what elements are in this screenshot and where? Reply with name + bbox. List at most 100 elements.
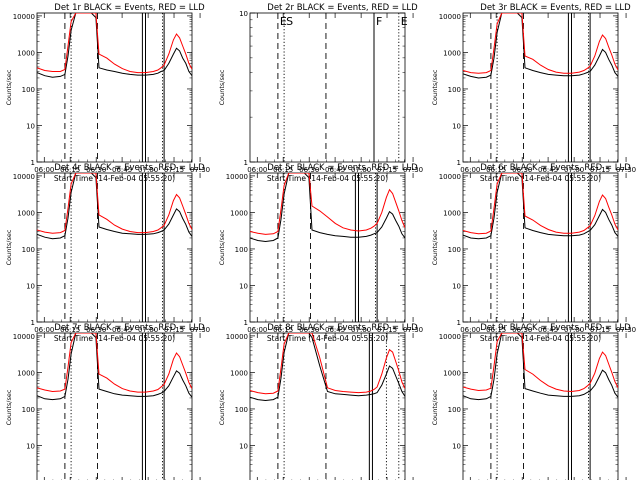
plot-frame (36, 172, 193, 323)
x-tick-label: 07:00 (351, 326, 371, 334)
x-tick-label: 06:30 (86, 326, 106, 334)
y-tick-label: 10000 (13, 333, 35, 341)
y-tick-label: 100 (448, 246, 461, 254)
x-tick-label: 06:00 (34, 166, 54, 174)
y-axis-label: Counts/sec (431, 389, 439, 425)
x-axis-label: Start Time (14-Feb-04 05:55:20) (480, 174, 601, 183)
event-marker-label: E (401, 15, 408, 28)
y-axis-label: Counts/sec (218, 69, 226, 105)
panel-title: Det 5r BLACK = Events, RED = LLD (267, 163, 418, 173)
y-tick-label: 1000 (443, 209, 461, 217)
panel-2: Det 2r BLACK = Events, RED = LLD 1 10 06:00… (218, 3, 423, 183)
panel-title: Det 4r BLACK = Events, RED = LLD (54, 163, 205, 173)
x-tick-label: 06:15 (273, 166, 293, 174)
panel-title: Det 6r BLACK = Events, RED = LLD (480, 163, 631, 173)
x-tick-label: 07:15 (164, 166, 184, 174)
series-lld-line (463, 173, 618, 235)
event-marker-label: F (376, 15, 382, 28)
y-axis-label: Counts/sec (431, 69, 439, 105)
y-tick-label: 10 (452, 282, 461, 290)
y-tick-label: 1000 (17, 209, 35, 217)
y-tick-label: 10000 (226, 173, 248, 181)
x-tick-label: 07:00 (564, 326, 584, 334)
y-tick-label: 100 (448, 86, 461, 94)
x-tick-label: 06:45 (112, 326, 132, 334)
series-lld-line (250, 173, 405, 235)
y-tick-label: 10000 (226, 333, 248, 341)
x-tick-label: 06:15 (273, 326, 293, 334)
plot-frame (36, 332, 193, 483)
panel-1: Det 1r BLACK = Events, RED = LLD 1 10 100 10… (5, 3, 210, 183)
panel-title: Det 2r BLACK = Events, RED = LLD (267, 3, 418, 13)
y-tick-label: 1000 (230, 209, 248, 217)
x-tick-label: 07:00 (351, 166, 371, 174)
x-tick-label: 06:00 (34, 326, 54, 334)
plot-frame (462, 172, 619, 323)
x-axis-label: Start Time (14-Feb-04 05:55:20) (267, 174, 388, 183)
plot-frame (462, 12, 619, 163)
y-tick-label: 10000 (439, 173, 461, 181)
y-axis-label: Counts/sec (5, 229, 13, 265)
panel-9: Det 9r BLACK = Events, RED = LLD11010010… (431, 323, 631, 485)
y-tick-label: 10 (452, 442, 461, 450)
y-tick-label: 10 (26, 282, 35, 290)
series-lld-line (250, 333, 405, 395)
x-tick-label: 07:15 (377, 166, 397, 174)
plot-frame (249, 332, 406, 483)
x-tick-label: 06:15 (486, 166, 506, 174)
y-tick-label: 1000 (17, 49, 35, 57)
series-events-line (37, 173, 192, 240)
series-events-line (250, 333, 405, 402)
y-tick-label: 10 (239, 10, 248, 18)
y-tick-label: 1 (31, 319, 35, 327)
series-lld-line (463, 13, 618, 74)
x-tick-label: 06:15 (60, 166, 80, 174)
x-axis-label: Start Time (14-Feb-04 05:55:20) (54, 174, 175, 183)
y-tick-label: 1000 (230, 369, 248, 377)
plot-frame (249, 12, 406, 163)
plot-frame (462, 332, 619, 483)
panel-title: Det 8r BLACK = Events, RED = LLD (267, 323, 418, 333)
y-tick-label: 10 (239, 442, 248, 450)
x-tick-label: 06:45 (325, 166, 345, 174)
x-tick-label: 07:30 (403, 166, 423, 174)
series-lld-line (463, 333, 618, 393)
x-tick-label: 06:00 (460, 166, 480, 174)
x-tick-label: 07:30 (403, 326, 423, 334)
panel-title: Det 3r BLACK = Events, RED = LLD (480, 3, 631, 13)
y-axis-label: Counts/sec (431, 229, 439, 265)
x-tick-label: 06:30 (512, 326, 532, 334)
panel-title: Det 1r BLACK = Events, RED = LLD (54, 3, 205, 13)
panel-5: Det 5r BLACK = Events, RED = LLD 1 10 100 10… (218, 163, 423, 343)
x-tick-label: 06:15 (486, 326, 506, 334)
y-tick-label: 100 (235, 406, 248, 414)
panel-7: Det 7r BLACK = Events, RED = LLD11010010… (5, 323, 205, 485)
y-tick-label: 100 (448, 406, 461, 414)
series-lld-line (37, 13, 192, 74)
x-tick-label: 07:30 (190, 166, 210, 174)
x-tick-label: 06:30 (299, 326, 319, 334)
y-tick-label: 10 (452, 122, 461, 130)
x-tick-label: 06:00 (247, 326, 267, 334)
panel-title: Det 9r BLACK = Events, RED = LLD (480, 323, 631, 333)
plot-frame (36, 12, 193, 163)
x-tick-label: 06:30 (86, 166, 106, 174)
plot-frame (249, 172, 406, 323)
x-tick-label: 06:45 (112, 166, 132, 174)
panel-8: Det 8r BLACK = Events, RED = LLD11010010… (218, 323, 418, 485)
x-tick-label: 06:30 (299, 166, 319, 174)
x-tick-label: 07:00 (138, 326, 158, 334)
y-tick-label: 1 (31, 159, 35, 167)
x-tick-label: 07:15 (164, 326, 184, 334)
series-lld-line (37, 173, 192, 234)
x-tick-label: 06:45 (538, 326, 558, 334)
x-tick-label: 07:30 (616, 166, 636, 174)
y-tick-label: 10 (26, 122, 35, 130)
x-axis-label: Start Time (14-Feb-04 05:55:20) (267, 334, 388, 343)
x-tick-label: 06:00 (460, 326, 480, 334)
x-axis-label: Start Time (14-Feb-04 05:55:20) (54, 334, 175, 343)
y-tick-label: 100 (235, 246, 248, 254)
x-tick-label: 07:15 (590, 166, 610, 174)
y-tick-label: 1 (457, 159, 461, 167)
